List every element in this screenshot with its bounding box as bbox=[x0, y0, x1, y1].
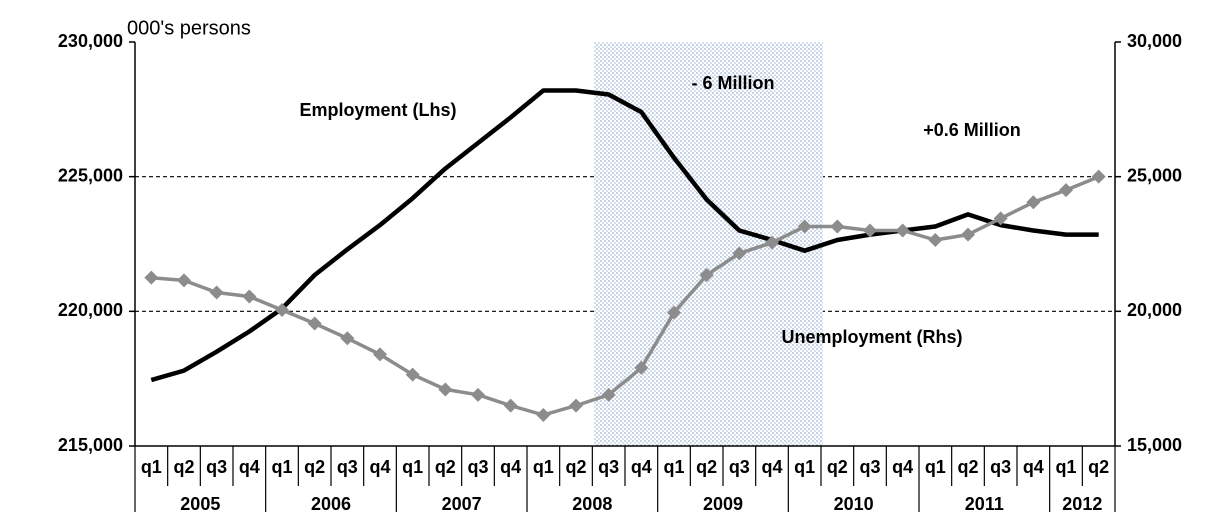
y-tick-label: 225,000 bbox=[58, 165, 123, 185]
x-tick-label: q2 bbox=[435, 457, 456, 477]
series-marker bbox=[961, 227, 975, 242]
series-marker bbox=[1091, 169, 1106, 184]
x-tick-label: q1 bbox=[402, 457, 423, 477]
series-marker bbox=[895, 223, 910, 238]
y-tick-label: 215,000 bbox=[58, 435, 123, 455]
x-group-label: 2006 bbox=[311, 494, 351, 512]
x-tick-label: q2 bbox=[173, 457, 194, 477]
x-tick-label: q4 bbox=[631, 457, 652, 477]
x-tick-label: q3 bbox=[598, 457, 619, 477]
y-tick-label: 230,000 bbox=[58, 31, 123, 51]
x-tick-label: q3 bbox=[206, 457, 227, 477]
x-tick-label: q1 bbox=[533, 457, 554, 477]
x-tick-label: q3 bbox=[729, 457, 750, 477]
series-marker bbox=[732, 246, 747, 261]
series-marker bbox=[275, 302, 289, 317]
x-group-label: 2005 bbox=[180, 494, 220, 512]
x-tick-label: q4 bbox=[500, 457, 521, 477]
series-marker bbox=[1059, 183, 1073, 198]
series-marker bbox=[373, 347, 387, 362]
series-marker bbox=[144, 270, 159, 285]
series-label: Unemployment (Rhs) bbox=[781, 327, 962, 347]
x-group-label: 2011 bbox=[965, 494, 1004, 512]
y2-tick-label: 20,000 bbox=[1127, 300, 1182, 320]
series-marker bbox=[928, 232, 943, 247]
y2-tick-label: 25,000 bbox=[1127, 165, 1182, 185]
series-marker bbox=[863, 223, 877, 238]
x-tick-label: q3 bbox=[337, 457, 358, 477]
x-tick-label: q3 bbox=[990, 457, 1011, 477]
x-tick-label: q4 bbox=[761, 457, 782, 477]
annotation: - 6 Million bbox=[692, 73, 775, 93]
x-tick-label: q2 bbox=[304, 457, 325, 477]
series-marker bbox=[1026, 195, 1041, 210]
series-marker bbox=[405, 367, 420, 382]
series-marker bbox=[569, 398, 583, 413]
x-group-label: 2012 bbox=[1062, 494, 1102, 512]
y-tick-label: 220,000 bbox=[58, 300, 123, 320]
x-tick-label: q1 bbox=[1055, 457, 1076, 477]
x-tick-label: q4 bbox=[1023, 457, 1044, 477]
x-tick-label: q2 bbox=[957, 457, 978, 477]
series-marker bbox=[667, 305, 681, 320]
series-label: Employment (Lhs) bbox=[299, 100, 456, 120]
x-tick-label: q2 bbox=[696, 457, 717, 477]
series-marker bbox=[536, 408, 551, 423]
series-marker bbox=[797, 219, 812, 234]
y-unit-label: 000's persons bbox=[127, 17, 251, 39]
x-tick-label: q4 bbox=[369, 457, 390, 477]
series-marker bbox=[830, 219, 845, 234]
x-tick-label: q3 bbox=[859, 457, 880, 477]
x-tick-label: q4 bbox=[239, 457, 260, 477]
y2-tick-label: 15,000 bbox=[1127, 435, 1182, 455]
series-marker bbox=[765, 235, 779, 250]
x-tick-label: q3 bbox=[467, 457, 488, 477]
x-group-label: 2007 bbox=[442, 494, 482, 512]
series-marker bbox=[699, 267, 714, 282]
x-group-label: 2009 bbox=[703, 494, 743, 512]
x-tick-label: q4 bbox=[892, 457, 913, 477]
x-tick-label: q2 bbox=[565, 457, 586, 477]
series-marker bbox=[340, 331, 355, 346]
annotation: +0.6 Million bbox=[923, 120, 1021, 140]
x-tick-label: q1 bbox=[271, 457, 292, 477]
series-marker bbox=[601, 387, 616, 402]
x-group-label: 2008 bbox=[572, 494, 612, 512]
x-tick-label: q1 bbox=[794, 457, 815, 477]
series-marker bbox=[438, 382, 453, 397]
series-marker bbox=[209, 285, 224, 300]
x-group-label: 2010 bbox=[834, 494, 874, 512]
x-tick-label: q1 bbox=[925, 457, 946, 477]
series-marker bbox=[177, 273, 191, 288]
y2-tick-label: 30,000 bbox=[1127, 31, 1182, 51]
x-tick-label: q2 bbox=[1088, 457, 1109, 477]
series-marker bbox=[634, 360, 649, 375]
x-tick-label: q1 bbox=[663, 457, 684, 477]
series-marker bbox=[242, 289, 257, 304]
series-marker bbox=[993, 211, 1008, 226]
series-marker bbox=[307, 316, 322, 331]
series-marker bbox=[503, 398, 518, 413]
series-marker bbox=[471, 387, 485, 402]
series-line bbox=[150, 88, 1099, 383]
x-tick-label: q2 bbox=[827, 457, 848, 477]
x-tick-label: q1 bbox=[141, 457, 162, 477]
